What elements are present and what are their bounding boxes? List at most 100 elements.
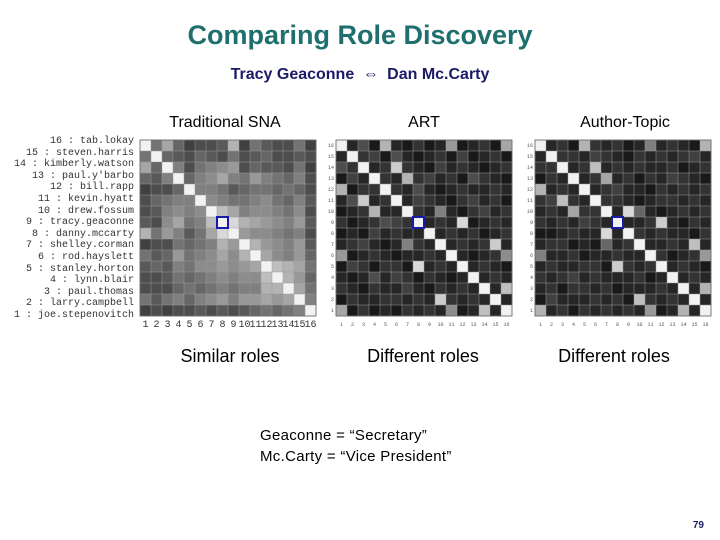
x-tick-label: 1 bbox=[339, 322, 343, 328]
matrix-cell bbox=[239, 239, 251, 251]
matrix-cell bbox=[261, 228, 273, 240]
matrix-cell bbox=[206, 305, 218, 317]
matrix-cell bbox=[435, 239, 447, 251]
matrix-cell bbox=[239, 195, 251, 207]
matrix-cell bbox=[151, 140, 163, 152]
matrix-cell bbox=[435, 162, 447, 174]
matrix-cell bbox=[634, 261, 646, 273]
matrix-cell bbox=[645, 195, 657, 207]
matrix-cell bbox=[435, 305, 447, 317]
matrix-cell bbox=[612, 228, 624, 240]
matrix-cell bbox=[358, 184, 370, 196]
matrix-cell bbox=[151, 283, 163, 295]
matrix-cell bbox=[369, 294, 381, 306]
panel-label-art: ART bbox=[408, 114, 440, 131]
matrix-cell bbox=[140, 272, 152, 284]
matrix-cell bbox=[479, 140, 491, 152]
matrix-cell bbox=[590, 283, 602, 295]
matrix-cell bbox=[140, 305, 152, 317]
matrix-cell bbox=[294, 272, 306, 284]
matrix-cell bbox=[568, 151, 580, 163]
matrix-cell bbox=[535, 239, 547, 251]
matrix-cell bbox=[272, 217, 284, 229]
y-tick-label: 4 bbox=[529, 274, 533, 281]
matrix-cell bbox=[490, 239, 502, 251]
y-tick-label: 12 bbox=[526, 186, 533, 193]
matrix-cell bbox=[535, 283, 547, 295]
matrix-cell bbox=[184, 261, 196, 273]
matrix-cell bbox=[601, 195, 613, 207]
matrix-cell bbox=[579, 162, 591, 174]
y-tick-label: 12 bbox=[327, 186, 334, 193]
y-tick-label: 1 bbox=[529, 307, 533, 314]
matrix-cell bbox=[535, 217, 547, 229]
matrix-cell bbox=[568, 195, 580, 207]
matrix-cell bbox=[546, 239, 558, 251]
matrix-cell bbox=[391, 140, 403, 152]
matrix-cell bbox=[173, 140, 185, 152]
y-tick-label: 7 bbox=[330, 241, 334, 248]
matrix-cell bbox=[457, 206, 469, 218]
matrix-cell bbox=[689, 239, 701, 251]
matrix-cell bbox=[590, 184, 602, 196]
matrix-cell bbox=[623, 217, 635, 229]
matrix-cell bbox=[228, 151, 240, 163]
matrix-cell bbox=[336, 151, 348, 163]
matrix-cell bbox=[645, 217, 657, 229]
matrix-cell bbox=[490, 206, 502, 218]
matrix-cell bbox=[645, 305, 657, 317]
matrix-cell bbox=[151, 195, 163, 207]
matrix-cell bbox=[689, 228, 701, 240]
x-tick-label: 11 bbox=[249, 320, 262, 331]
x-tick-label: 3 bbox=[560, 322, 564, 328]
matrix-cell bbox=[184, 184, 196, 196]
matrix-cell bbox=[557, 162, 569, 174]
matrix-cell bbox=[184, 239, 196, 251]
matrix-cell bbox=[656, 283, 668, 295]
matrix-cell bbox=[250, 151, 262, 163]
matrix-cell bbox=[612, 140, 624, 152]
matrix-cell bbox=[336, 294, 348, 306]
matrix-cell bbox=[162, 283, 174, 295]
matrix-cell bbox=[272, 162, 284, 174]
author-name-row: 6 : rod.hayslett bbox=[37, 251, 134, 263]
x-tick-label: 7 bbox=[208, 320, 215, 331]
matrix-cell bbox=[490, 151, 502, 163]
matrix-cell bbox=[250, 294, 262, 306]
matrix-cell bbox=[217, 195, 229, 207]
matrix-cell bbox=[413, 294, 425, 306]
matrix-cell bbox=[217, 162, 229, 174]
matrix-cell bbox=[678, 195, 690, 207]
matrix-cell bbox=[479, 151, 491, 163]
author-name-row: 9 : tracy.geaconne bbox=[25, 217, 134, 229]
matrix-cell bbox=[568, 283, 580, 295]
matrix-cell bbox=[380, 305, 392, 317]
matrix-cell bbox=[656, 305, 668, 317]
author-name-row: 7 : shelley.corman bbox=[25, 240, 134, 252]
matrix-cell bbox=[612, 261, 624, 273]
matrix-cell bbox=[380, 261, 392, 273]
matrix-cell bbox=[490, 173, 502, 185]
matrix-cell bbox=[579, 151, 591, 163]
matrix-cell bbox=[184, 228, 196, 240]
matrix-cell bbox=[501, 250, 513, 262]
x-tick-label: 13 bbox=[669, 322, 676, 328]
matrix-cell bbox=[634, 239, 646, 251]
matrix-cell bbox=[535, 140, 547, 152]
matrix-cell bbox=[446, 250, 458, 262]
matrix-cell bbox=[424, 305, 436, 317]
x-tick-label: 1 bbox=[538, 322, 542, 328]
matrix-cell bbox=[283, 228, 295, 240]
matrix-cell bbox=[369, 272, 381, 284]
matrix-cell bbox=[568, 206, 580, 218]
y-tick-label: 3 bbox=[330, 285, 334, 292]
matrix-cell bbox=[590, 228, 602, 240]
x-tick-label: 14 bbox=[481, 322, 488, 328]
matrix-cell bbox=[402, 261, 414, 273]
matrix-cell bbox=[358, 283, 370, 295]
matrix-cell bbox=[358, 162, 370, 174]
matrix-cell bbox=[250, 250, 262, 262]
matrix-cell bbox=[380, 151, 392, 163]
matrix-cell bbox=[217, 272, 229, 284]
matrix-cell bbox=[336, 206, 348, 218]
